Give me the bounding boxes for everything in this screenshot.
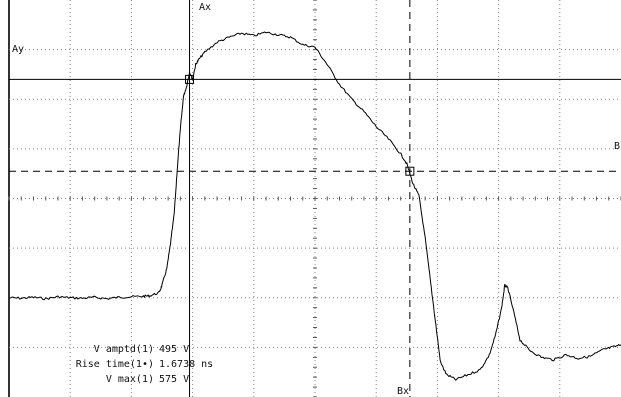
cursor-intersection-markers bbox=[185, 74, 415, 176]
measurement-readout: V amptd(1) 495 V Rise time(1•) 1.6738 ns… bbox=[76, 344, 213, 385]
waveform-line bbox=[8, 31, 621, 381]
measurement-value-3: 575 V bbox=[159, 374, 189, 385]
graticule-center-ticks bbox=[8, 0, 621, 397]
waveform-trace bbox=[8, 31, 621, 381]
measurement-value-1: 495 V bbox=[159, 344, 189, 355]
cursor-b-marker bbox=[405, 166, 415, 176]
cursor-a-marker bbox=[185, 74, 195, 84]
cursor-lines bbox=[9, 0, 621, 397]
cursor-by-label: B bbox=[614, 141, 620, 152]
measurement-label-3: V max(1) bbox=[106, 374, 154, 385]
measurement-value-2: 1.6738 ns bbox=[159, 359, 213, 370]
cursor-bx-label: Bx bbox=[397, 386, 409, 397]
cursor-ax-label: Ax bbox=[199, 2, 211, 13]
measurement-label-2: Rise time(1•) bbox=[76, 359, 154, 370]
measurement-label-1: V amptd(1) bbox=[94, 344, 154, 355]
cursor-ay-label: Ay bbox=[12, 44, 24, 55]
